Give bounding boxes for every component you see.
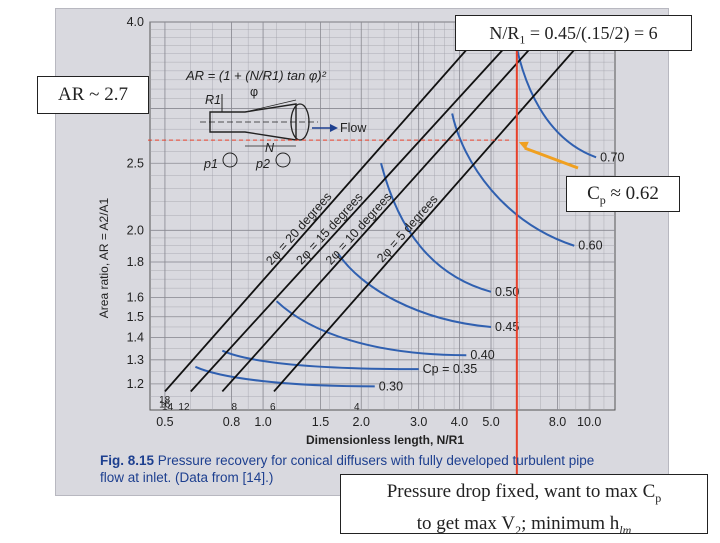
x-axis-title: Dimensionless length, N/R1 [306, 433, 464, 447]
note-line2-sub: 2 [515, 522, 522, 537]
scale-mark-label: 18 [159, 395, 171, 406]
y-axis-title: Area ratio, AR = A2/A1 [97, 197, 111, 318]
cp-contour-label: 0.40 [470, 348, 494, 362]
flow-arrowhead [330, 124, 338, 132]
scale-mark-label: 16 [159, 399, 171, 410]
scale-mark-label: 6 [270, 402, 276, 413]
note-line1: Pressure drop fixed, want to max C [386, 481, 656, 502]
nr-text: N/R [489, 23, 520, 43]
angle-line [221, 21, 555, 393]
cp-contour [194, 365, 375, 388]
gauge-p2 [275, 152, 291, 168]
cp-contour-label: 0.50 [495, 285, 519, 299]
cp-sub: p [599, 192, 606, 207]
note-line1-sub: p [655, 490, 662, 505]
note-line2b: ; minimum h [521, 512, 620, 534]
cp-annotation-box: Cp ≈ 0.62 [566, 176, 680, 212]
x-tick-label: 3.0 [410, 415, 427, 429]
gauge-p1 [222, 152, 238, 168]
inset-p2-label: p2 [255, 157, 270, 171]
cp-contour [337, 253, 492, 328]
cp-contour-label: 0.70 [600, 150, 624, 164]
cp-contour [451, 113, 575, 247]
angle-line [190, 21, 529, 393]
angle-lines [164, 21, 600, 393]
y-tick-label: 4.0 [127, 15, 144, 29]
x-tick-label: 10.0 [577, 415, 601, 429]
y-tick-label: 2.0 [127, 223, 144, 237]
ar-annotation-box: AR ~ 2.7 [37, 76, 149, 114]
cp-contour-label: 0.30 [379, 379, 403, 393]
y-tick-label: 2.5 [127, 156, 144, 170]
nr-rest: = 0.45/(.15/2) = 6 [525, 23, 658, 43]
y-tick-label: 1.8 [127, 255, 144, 269]
x-tick-label: 0.5 [156, 415, 173, 429]
inset-flow-label: Flow [340, 121, 367, 135]
caption-line1: Pressure recovery for conical diffusers … [157, 453, 595, 468]
inset-n-label: N [265, 141, 275, 155]
note-line2-sub2: lm [619, 522, 632, 537]
scale-mark-label: 8 [231, 402, 237, 413]
cp-contour-label: 0.60 [578, 239, 602, 253]
figure-scan [55, 8, 669, 496]
cp-contour-label: 0.45 [495, 320, 519, 334]
cp-text: C [587, 183, 600, 204]
inset-phi-label: φ [250, 85, 258, 99]
cp-pointer-arrow [524, 146, 579, 170]
x-tick-label: 8.0 [549, 415, 566, 429]
cp-value: ≈ 0.62 [605, 183, 659, 204]
inset-p1-label: p1 [203, 157, 218, 171]
x-tick-label: 1.5 [312, 415, 329, 429]
note-box: Pressure drop fixed, want to max Cp to g… [340, 474, 708, 537]
angle-line [273, 21, 600, 393]
y-tick-label: 1.6 [127, 290, 144, 304]
phi-ray [244, 99, 297, 113]
inset-diagram: AR = (1 + (N/R1) tan φ)² R1 φ Flow N p1 … [185, 68, 367, 171]
ar-text: AR ~ 2.7 [58, 84, 128, 105]
note-line2a: to get max V [416, 512, 516, 534]
y-tick-label: 1.4 [127, 331, 144, 345]
x-tick-label: 2.0 [353, 415, 370, 429]
caption-label: Fig. 8.15 [100, 453, 155, 468]
cp-contour [275, 300, 467, 357]
nr-sub: 1 [519, 32, 526, 47]
inset-r1-label: R1 [205, 93, 221, 107]
cp-contour [380, 163, 492, 293]
x-tick-label: 1.0 [254, 415, 271, 429]
scale-mark-label: 14 [162, 402, 174, 413]
x-tick-label: 5.0 [482, 415, 499, 429]
y-tick-label: 1.5 [127, 310, 144, 324]
tick-labels: 0.5 0.8 1.0 1.5 2.0 3.0 4.0 5.0 8.0 10.0 1.2 1.3 1.4… [127, 15, 602, 429]
cp-contour [221, 349, 419, 371]
angle-line [164, 21, 492, 393]
x-tick-label: 4.0 [451, 415, 468, 429]
y-tick-label: 1.2 [127, 377, 144, 391]
cp-contour-label: Cp = 0.35 [423, 362, 478, 376]
figure-caption: Fig. 8.15 Pressure recovery for conical … [100, 452, 660, 486]
grid [149, 21, 616, 411]
caption-line2: flow at inlet. (Data from [14].) [100, 470, 274, 485]
cp-arrowhead [518, 141, 529, 150]
nr-annotation-box: N/R1 = 0.45/(.15/2) = 6 [455, 15, 692, 51]
inset-formula: AR = (1 + (N/R1) tan φ)² [185, 68, 327, 83]
scale-mark-label: 12 [178, 402, 190, 413]
x-tick-label: 0.8 [223, 415, 240, 429]
y-tick-label: 1.3 [127, 353, 144, 367]
scale-mark-label: 4 [354, 402, 360, 413]
